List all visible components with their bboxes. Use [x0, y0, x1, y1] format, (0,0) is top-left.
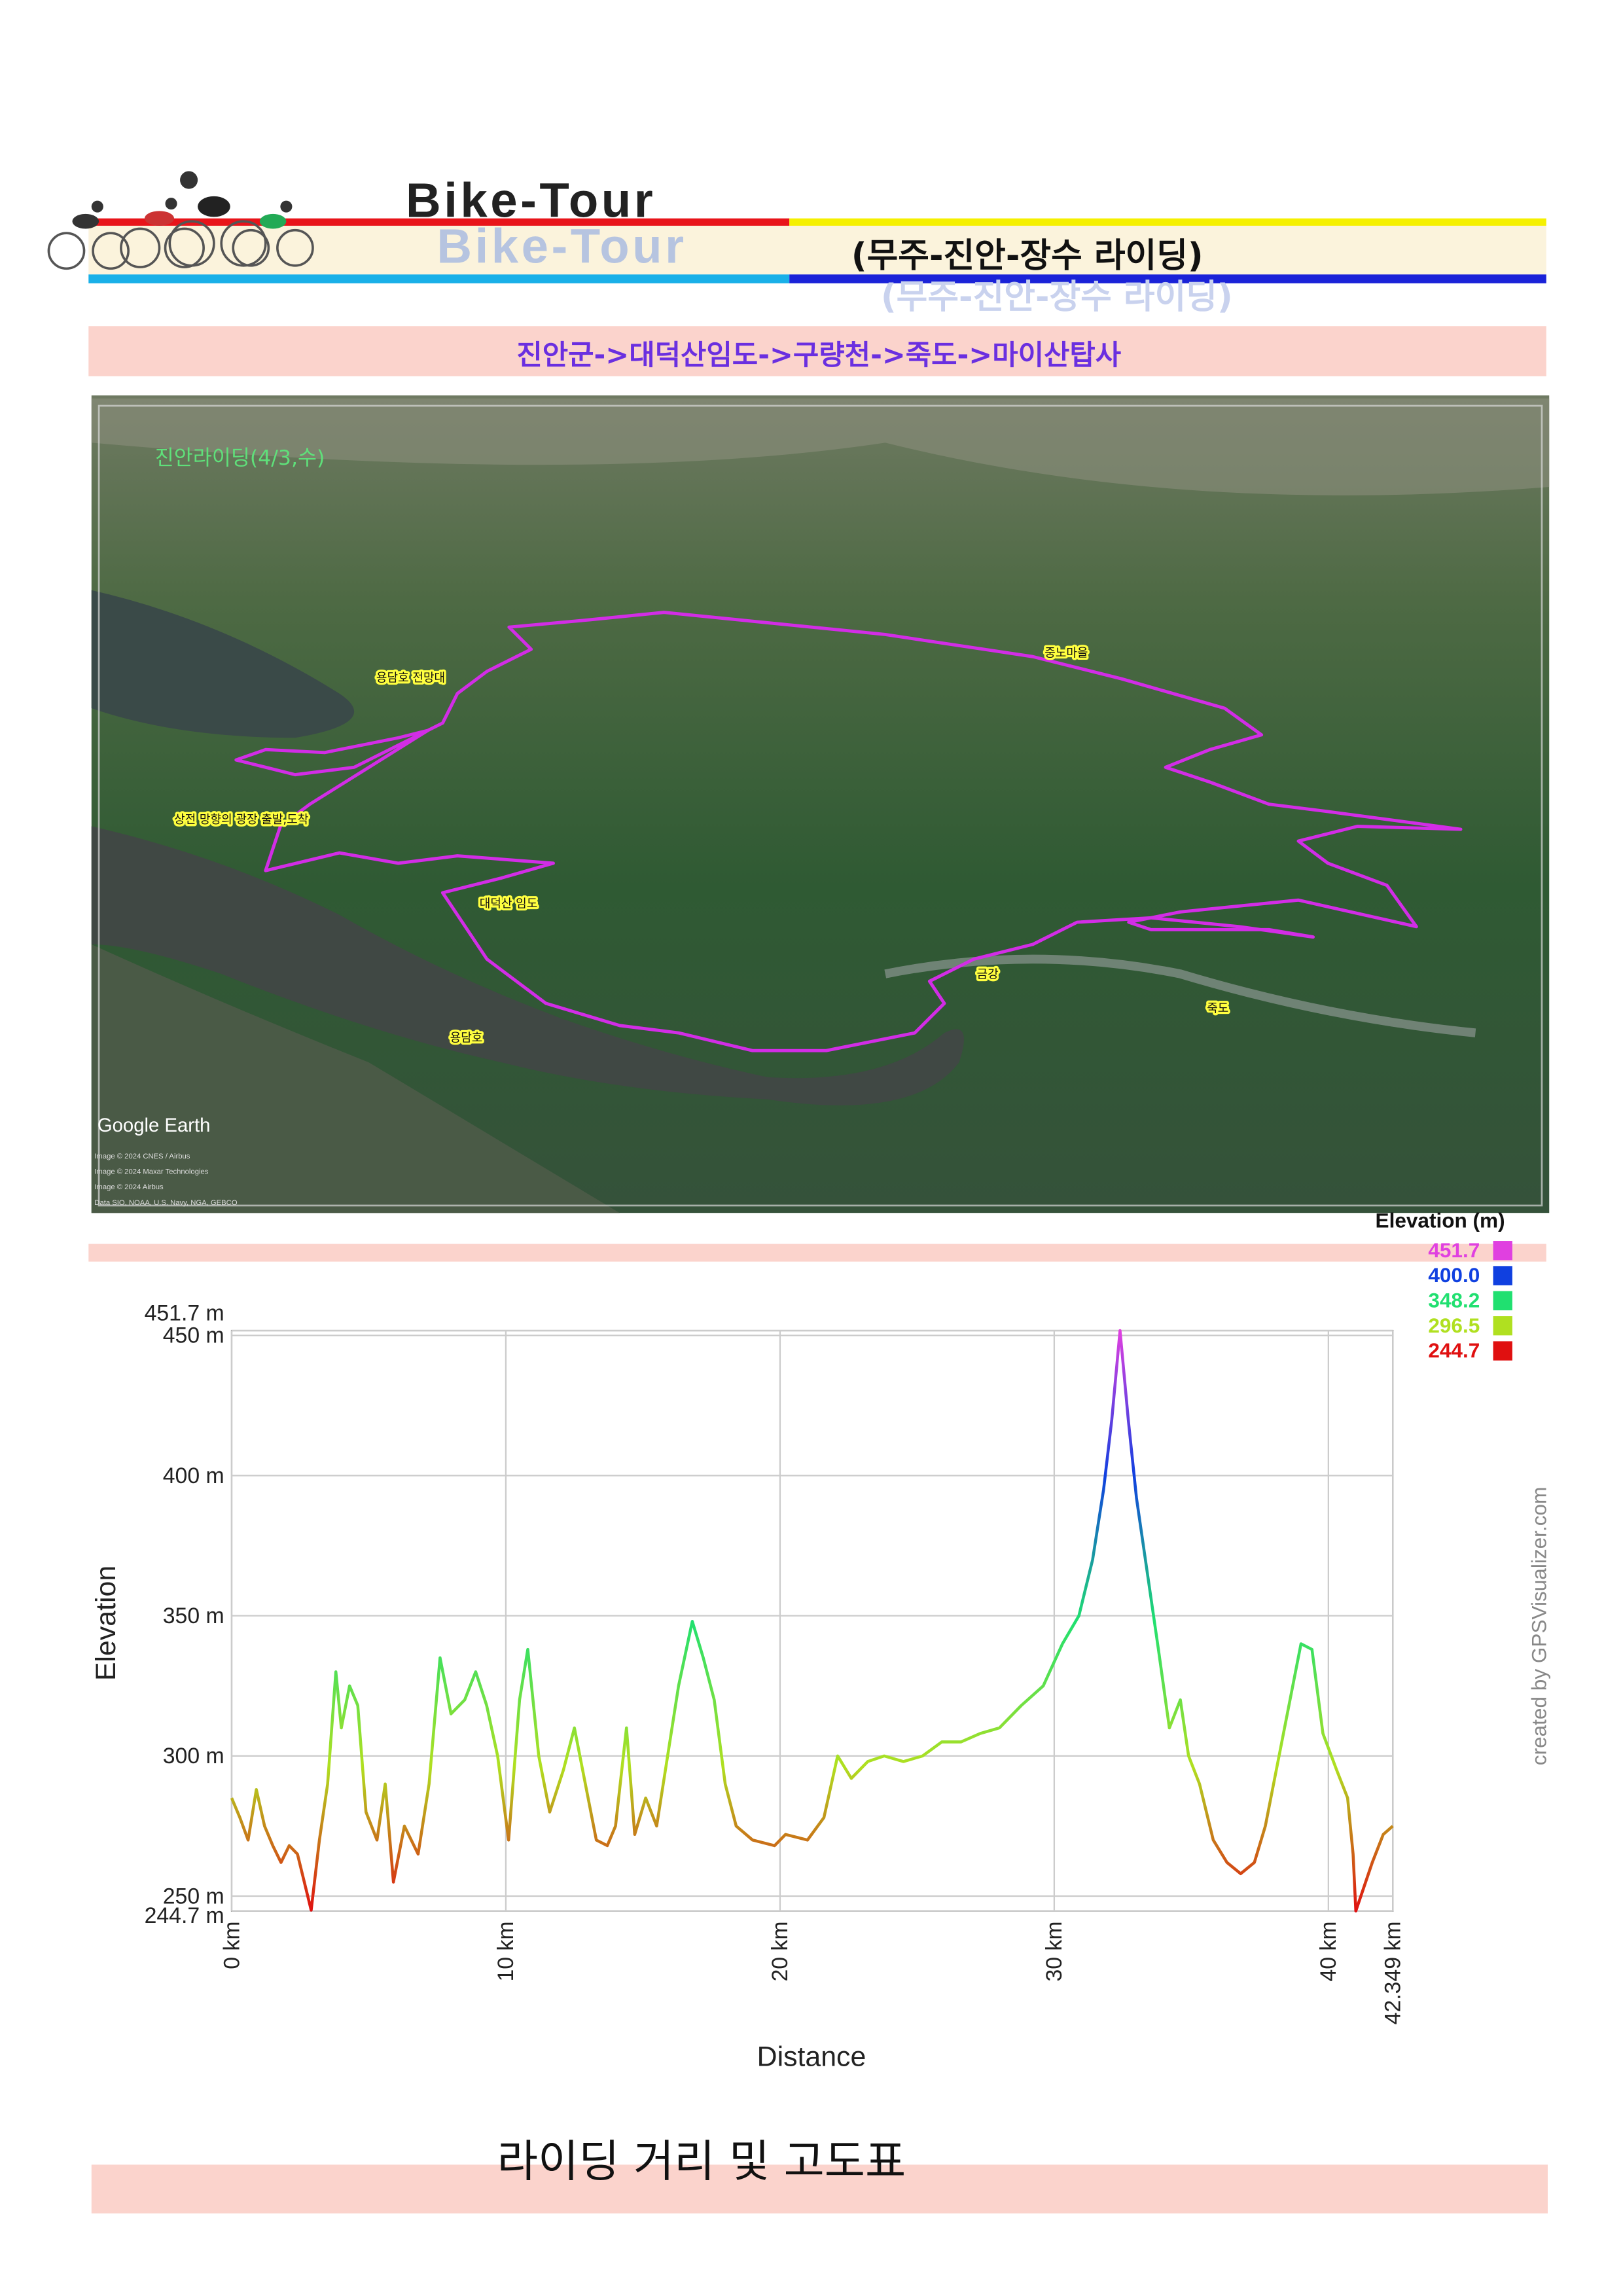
map-distant-hills [91, 398, 1550, 495]
y-tick-label: 244.7 m [145, 1903, 224, 1928]
footer-title: 라이딩 거리 및 고도표 [497, 2135, 906, 2187]
legend-label: 400.0 [1428, 1263, 1480, 1287]
route-text: 진안군->대덕산임도->구량천->죽도->마이산탑사 [516, 339, 1121, 372]
header-bar-blue [789, 274, 1546, 283]
legend-swatch [1493, 1266, 1512, 1285]
elevation-line [230, 1329, 1394, 1912]
header-bar-red [88, 218, 790, 226]
y-tick-label: 451.7 m [145, 1300, 224, 1325]
x-axis-title: Distance [757, 2041, 866, 2072]
x-tick-label: 40 km [1316, 1922, 1341, 1982]
map-label: 죽도 [1207, 1002, 1228, 1016]
map-label: 용담호 전망대 [376, 672, 445, 685]
map-label: 중노마을 [1044, 646, 1088, 660]
y-tick-label: 400 m [163, 1463, 224, 1488]
cyclists-icon [47, 171, 314, 270]
x-tick-label: 10 km [493, 1922, 518, 1982]
legend-title: Elevation (m) [1376, 1209, 1505, 1232]
map-label: 금강 [977, 968, 999, 982]
map-lake-upper [91, 590, 355, 738]
legend-swatch [1493, 1291, 1512, 1310]
x-tick-label: 20 km [768, 1922, 793, 1982]
map-frame [98, 404, 1543, 1207]
header-band [88, 225, 1546, 275]
x-tick-label: 0 km [219, 1922, 244, 1969]
map-credit: Image © 2024 Maxar Technologies [94, 1168, 208, 1175]
map-river [884, 954, 1476, 1037]
map-credit: Data SIO, NOAA, U.S. Navy, NGA, GEBCO [94, 1199, 238, 1207]
legend-label: 244.7 [1428, 1338, 1480, 1362]
map-lake-lower [91, 826, 964, 1105]
plot-area [230, 1329, 1394, 1912]
route-path [234, 611, 1463, 1052]
legend-swatch [1493, 1341, 1512, 1361]
map-shore [91, 944, 620, 1213]
x-tick-label: 42.349 km [1381, 1922, 1406, 2025]
y-tick-label: 250 m [163, 1884, 224, 1909]
y-tick-label: 350 m [163, 1604, 224, 1628]
header-subtitle: (무주-진안-장수 라이딩) [851, 236, 1204, 276]
map-credit: Image © 2024 Airbus [94, 1183, 164, 1191]
map-credit: Image © 2024 CNES / Airbus [94, 1153, 190, 1160]
y-tick-label: 300 m [163, 1744, 224, 1768]
map: 진안라이딩(4/3,수) Google Earth [91, 395, 1550, 1213]
y-tick-label: 450 m [163, 1323, 224, 1348]
header-bar-yellow [789, 218, 1546, 226]
x-tick-label: 30 km [1042, 1922, 1067, 1982]
map-label: 대덕산 임도 [480, 897, 538, 911]
legend-label: 296.5 [1428, 1314, 1480, 1337]
y-axis-title: Elevation [90, 1566, 122, 1681]
legend-swatch [1493, 1241, 1512, 1261]
legend-label: 451.7 [1428, 1238, 1480, 1262]
chart-band [88, 1244, 1546, 1262]
legend-label: 348.2 [1428, 1288, 1480, 1312]
header-subtitle-reflection: (무주-진안-장수 라이딩) [881, 278, 1233, 317]
map-title: 진안라이딩(4/3,수) [155, 446, 325, 470]
map-brand: Google Earth [98, 1115, 211, 1136]
header-bar-cyan [88, 274, 790, 283]
map-label: 상전 망향의 광장 출발,도착 [174, 813, 308, 827]
map-label: 용담호 [450, 1031, 483, 1045]
footer-band [91, 2164, 1548, 2214]
chart-credit: created by GPSVisualizer.com [1527, 1487, 1551, 1766]
route-band [88, 326, 1546, 376]
header-title-reflection: Bike-Tour [437, 219, 687, 273]
legend-swatch [1493, 1316, 1512, 1336]
header-title: Bike-Tour [406, 173, 656, 227]
